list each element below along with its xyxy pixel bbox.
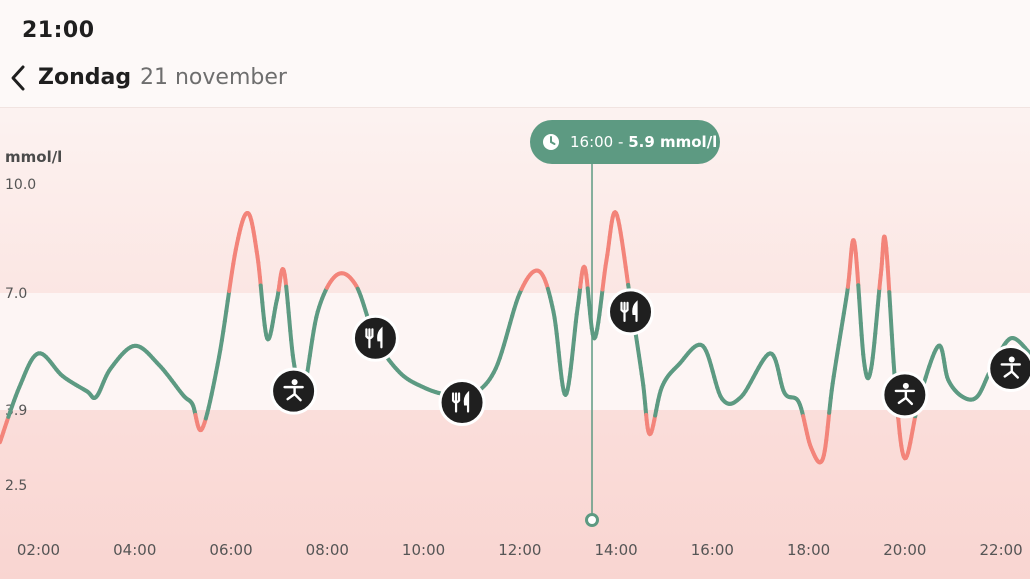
x-tick-label: 22:00 [980,541,1023,559]
y-tick-label: 10.0 [5,177,36,193]
glucose-line-segment [887,290,893,309]
y-tick-label: 7.0 [5,286,27,302]
glucose-line-segment [886,276,892,295]
x-tick-label: 02:00 [17,541,60,559]
x-tick-label: 06:00 [209,541,252,559]
meal-icon [365,326,383,349]
low-range-band [0,410,1030,579]
x-tick-label: 16:00 [691,541,734,559]
glucose-chart[interactable]: 10.0 7.0 3.9 2.5 02:00 04:00 06:00 08:00 10:00 12… [0,108,1030,579]
exercise-marker[interactable] [987,344,1030,392]
x-tick-label: 04:00 [113,541,156,559]
selection-cursor-handle [585,513,600,527]
glucose-line-segment [857,295,862,313]
date-label: 21 november [140,65,287,90]
x-tick-label: 14:00 [594,541,637,559]
glucose-line-segment [889,332,895,351]
tooltip-separator: - [613,133,629,151]
meal-icon [620,300,638,322]
clock-icon [543,134,559,150]
y-tick-label: 2.5 [5,478,27,494]
exercise-marker[interactable] [881,371,929,419]
chevron-left-icon [11,65,25,91]
exercise-icon [1000,356,1021,379]
day-title: Zondag [38,65,132,90]
glucose-line-segment [857,308,863,326]
meal-marker[interactable] [607,288,655,336]
x-tick-label: 10:00 [402,541,445,559]
status-bar-time: 21:00 [22,18,95,43]
glucose-line-segment [890,346,896,364]
exercise-icon [283,379,304,402]
day-header: Zondag 21 november [0,55,1030,108]
glucose-chart-svg[interactable]: 10.07.03.92.502:00 04:00 06:00 08:00 10:00 12… [0,108,1030,579]
x-tick-label: 18:00 [787,541,830,559]
x-tick-label: 20:00 [883,541,926,559]
value-tooltip[interactable]: 16:00 - 5.9 mmol/l [530,120,720,164]
x-tick-label: 08:00 [306,541,349,559]
back-button[interactable] [6,63,30,93]
x-tick-label: 12:00 [498,541,541,559]
glucose-line-segment [856,283,862,300]
meal-icon [451,390,470,413]
exercise-icon [894,382,916,406]
exercise-marker[interactable] [270,367,318,415]
tooltip-value: 5.9 mmol/l [628,133,718,151]
meal-marker[interactable] [438,378,486,426]
glucose-line-segment [885,264,891,281]
meal-marker[interactable] [351,314,399,362]
high-range-band [0,108,1030,293]
glucose-line-segment [888,318,894,337]
glucose-line-segment [888,304,893,323]
tooltip-time: 16:00 [570,133,614,151]
y-axis-unit-label: mmol/l [5,148,63,166]
